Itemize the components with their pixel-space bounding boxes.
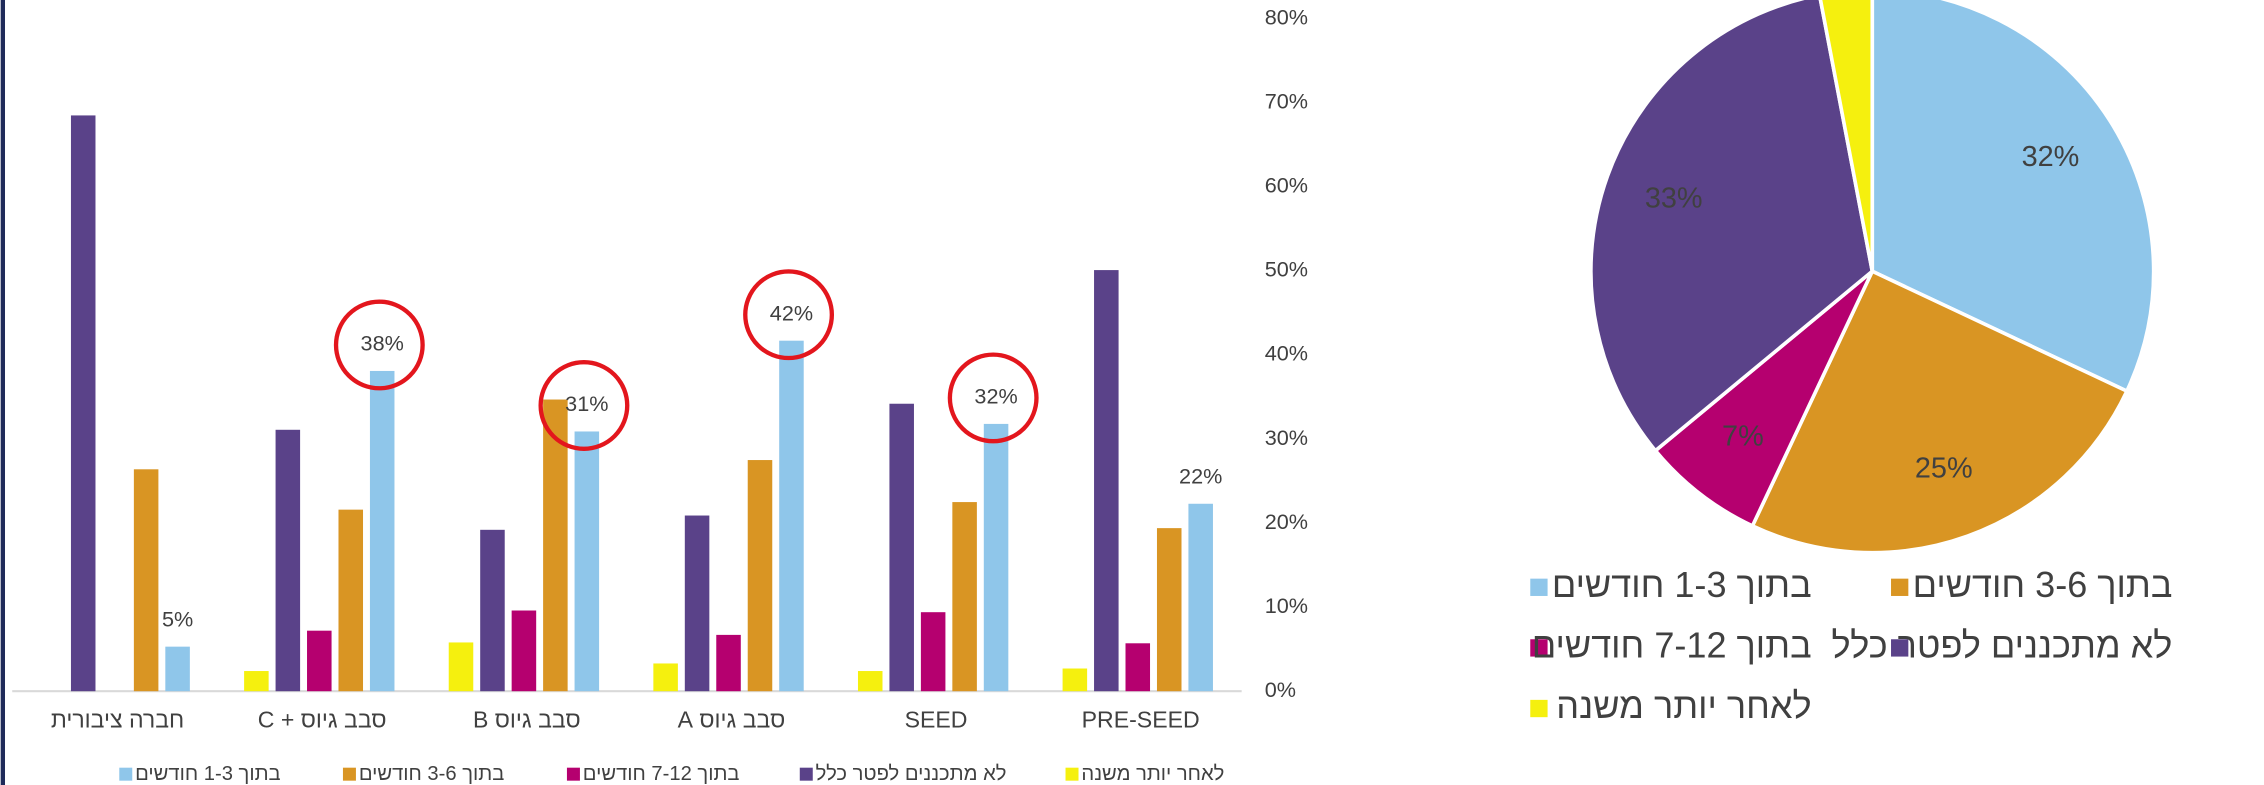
bar <box>1156 528 1182 692</box>
slice-label: 32% <box>2022 141 2080 173</box>
bar <box>448 642 474 692</box>
legend-swatch <box>1530 639 1548 657</box>
legend-label: בתוך 1-3 חודשים <box>135 763 280 785</box>
pie-slice <box>1652 269 1874 529</box>
legend-swatch <box>566 767 580 781</box>
legend-label: בתוך 1-3 חודשים <box>1552 564 1812 605</box>
data-label: 5% <box>162 606 193 631</box>
highlight-circle <box>538 360 630 451</box>
y-tick-label: 50% <box>1265 257 1308 282</box>
slice-label: 25% <box>1915 452 1973 484</box>
y-tick-label: 70% <box>1265 89 1308 114</box>
bar <box>653 663 678 692</box>
x-tick-label: סבב גיוס B <box>473 707 581 733</box>
bar <box>983 423 1009 692</box>
highlight-circle <box>947 352 1039 444</box>
x-tick-label: חברה ציבורית <box>51 707 184 733</box>
slice-label: 33% <box>1645 182 1703 214</box>
bar <box>480 529 505 692</box>
bar <box>133 469 159 692</box>
y-tick-label: 30% <box>1265 425 1308 450</box>
legend-label: לאחר יותר משנה <box>1081 763 1224 785</box>
left-border <box>0 0 6 785</box>
highlight-circle <box>743 269 835 361</box>
bar <box>369 370 395 692</box>
legend-label: לאחר יותר משנה <box>1556 685 1811 726</box>
y-tick-label: 10% <box>1265 593 1308 618</box>
highlight-circle <box>333 299 425 391</box>
bar <box>511 610 537 692</box>
data-label: 32% <box>974 384 1017 409</box>
bar <box>952 502 977 692</box>
data-label: 42% <box>770 300 813 325</box>
x-tick-label: PRE-SEED <box>1082 707 1200 733</box>
bar <box>338 509 364 692</box>
bar <box>889 403 914 692</box>
bar <box>747 460 773 692</box>
legend-swatch <box>342 767 356 781</box>
legend-label: לא מתכננים לפטר כלל <box>816 763 1007 785</box>
y-tick-label: 80% <box>1265 4 1308 29</box>
y-tick-label: 60% <box>1265 173 1308 198</box>
legend-swatch <box>119 767 133 781</box>
legend-swatch <box>1891 639 1909 657</box>
bar <box>1125 643 1151 692</box>
legend-label: לא מתכננים לפטר כלל <box>1832 624 2173 665</box>
pie-slice <box>1870 0 2156 394</box>
y-tick-label: 0% <box>1265 677 1296 702</box>
y-tick-label: 20% <box>1265 509 1308 534</box>
legend-swatch <box>1891 578 1909 596</box>
bar <box>70 115 96 692</box>
legend-swatch <box>1530 578 1548 596</box>
legend-swatch <box>1065 767 1079 781</box>
x-tick-label: SEED <box>905 707 968 733</box>
bar <box>574 431 600 692</box>
x-tick-label: סבב גיוס + C <box>258 707 387 733</box>
pie-slice <box>1818 0 1875 272</box>
bar <box>1062 668 1088 692</box>
pie-slice <box>1750 268 2130 555</box>
bar <box>244 671 269 692</box>
bar <box>307 630 332 692</box>
bar <box>684 515 710 692</box>
legend-label: בתוך 3-6 חודשים <box>1913 564 2173 605</box>
legend-swatch <box>1530 699 1548 718</box>
legend-label: בתוך 7-12 חודשים <box>583 763 740 785</box>
y-tick-label: 40% <box>1265 341 1308 366</box>
bar <box>920 612 946 692</box>
legend-label: בתוך 3-6 חודשים <box>359 763 504 785</box>
data-label: 38% <box>361 331 404 356</box>
bar <box>857 671 883 692</box>
x-tick-label: סבב גיוס A <box>678 707 786 733</box>
bar <box>543 399 568 692</box>
legend-label: בתוך 7-12 חודשים <box>1532 624 1812 665</box>
data-label: 31% <box>565 391 608 416</box>
bar <box>779 340 804 692</box>
bar <box>1094 270 1119 692</box>
slice-label: 7% <box>1722 421 1764 453</box>
bar <box>165 646 190 692</box>
bar <box>275 429 301 692</box>
bar <box>1188 503 1213 692</box>
legend-swatch <box>799 767 813 781</box>
data-label: 22% <box>1179 464 1222 489</box>
pie-slice <box>1589 0 1875 454</box>
bar <box>716 634 741 692</box>
